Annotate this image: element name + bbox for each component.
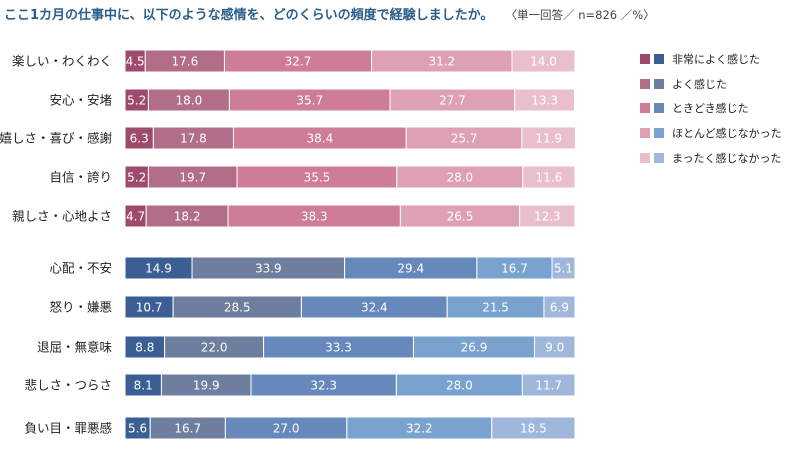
legend-swatch-negative: [654, 128, 664, 139]
data-label: 11.9: [535, 132, 562, 146]
data-label: 22.0: [201, 341, 228, 355]
data-label: 26.9: [461, 341, 488, 355]
legend-label: ほとんど感じなかった: [672, 127, 782, 141]
legend-swatch-negative: [654, 152, 664, 163]
data-label: 16.7: [501, 262, 528, 276]
category-label: 自信・誇り: [49, 170, 112, 185]
data-label: 33.9: [255, 262, 282, 276]
data-label: 8.8: [135, 341, 154, 355]
data-label: 17.6: [171, 55, 198, 69]
data-label: 5.2: [127, 94, 146, 108]
data-label: 31.2: [428, 55, 455, 69]
legend-swatch-negative: [654, 103, 664, 114]
data-label: 14.0: [530, 55, 557, 69]
legend-item: ときどき感じた: [640, 96, 782, 121]
category-label: 嬉しさ・喜び・感謝: [0, 131, 112, 146]
legend-swatch-positive: [640, 103, 650, 114]
bar-segment: [519, 204, 576, 228]
category-label: 悲しさ・つらさ: [24, 378, 112, 393]
data-label: 6.3: [130, 132, 149, 146]
data-label: 21.5: [482, 301, 509, 315]
data-label: 19.7: [179, 171, 206, 185]
data-label: 38.4: [306, 132, 333, 146]
legend-label: まったく感じなかった: [672, 151, 782, 165]
legend-item: まったく感じなかった: [640, 145, 782, 170]
stacked-bar-chart: 楽しい・わくわく 4.5 17.6 32.7 31.2 14.0 安心・安堵 5.2 18.0 3…: [0, 49, 576, 440]
bar-segment: [543, 295, 576, 319]
data-label: 27.0: [273, 422, 300, 436]
legend-label: ときどき感じた: [672, 102, 749, 116]
legend-item: ほとんど感じなかった: [640, 121, 782, 146]
chart-title: ここ1カ月の仕事中に、以下のような感情を、どのくらいの頻度で経験しましたか。: [4, 8, 494, 23]
data-label: 28.5: [224, 301, 251, 315]
data-label: 18.2: [174, 210, 201, 224]
category-label: 心配・不安: [49, 261, 112, 276]
bar-segment: [534, 335, 576, 359]
bar-segment: [514, 88, 576, 112]
data-label: 12.3: [534, 210, 561, 224]
data-label: 5.6: [128, 422, 147, 436]
chart-note: 〈単一回答／ n=826 ／%〉: [505, 8, 655, 22]
legend-swatch-positive: [640, 128, 650, 139]
data-label: 4.7: [126, 210, 145, 224]
data-label: 8.1: [134, 379, 153, 393]
legend-swatch-positive: [640, 152, 650, 163]
data-label: 32.2: [406, 422, 433, 436]
legend-item: よく感じた: [640, 72, 782, 97]
legend-swatch-negative: [654, 78, 664, 89]
data-label: 9.0: [545, 341, 564, 355]
data-label: 29.4: [397, 262, 424, 276]
data-label: 5.2: [127, 171, 146, 185]
data-label: 14.9: [145, 262, 172, 276]
data-label: 26.5: [447, 210, 474, 224]
legend-swatch-positive: [640, 78, 650, 89]
data-label: 6.9: [550, 301, 569, 315]
legend-label: 非常によく感じた: [672, 53, 760, 67]
data-label: 35.5: [304, 171, 331, 185]
data-label: 18.0: [176, 94, 203, 108]
bar-segment: [521, 126, 576, 150]
data-label: 32.7: [285, 55, 312, 69]
bar-segment: [551, 256, 576, 280]
bar-segment: [521, 373, 576, 397]
data-label: 28.0: [446, 171, 473, 185]
data-label: 18.5: [520, 422, 547, 436]
data-label: 5.1: [554, 262, 573, 276]
data-label: 17.8: [180, 132, 207, 146]
legend: 非常によく感じた よく感じたときどき感じたほとんど感じなかった まったく感じなかった: [640, 47, 782, 170]
data-label: 32.3: [310, 379, 337, 393]
data-label: 32.4: [361, 301, 388, 315]
legend-item: 非常によく感じた: [640, 47, 782, 72]
title-row: ここ1カ月の仕事中に、以下のような感情を、どのくらいの頻度で経験しましたか。 〈…: [4, 4, 655, 23]
category-label: 退屈・無意味: [37, 340, 113, 355]
data-label: 19.9: [193, 379, 220, 393]
category-label: 親しさ・心地よさ: [12, 209, 112, 224]
legend-label: よく感じた: [672, 77, 727, 91]
data-label: 11.7: [535, 379, 562, 393]
data-label: 35.7: [296, 94, 323, 108]
bar-segment: [491, 416, 576, 440]
legend-swatch-negative: [654, 54, 664, 65]
data-label: 38.3: [301, 210, 328, 224]
category-label: 怒り・嫌悪: [49, 300, 112, 315]
category-label: 負い目・罪悪感: [24, 421, 112, 436]
legend-swatch-positive: [640, 54, 650, 65]
data-label: 16.7: [174, 422, 201, 436]
category-label: 楽しい・わくわく: [12, 54, 112, 69]
data-label: 4.5: [126, 55, 145, 69]
category-label: 安心・安堵: [49, 93, 112, 108]
data-label: 11.6: [536, 171, 563, 185]
data-label: 33.3: [325, 341, 352, 355]
data-label: 28.0: [446, 379, 473, 393]
bar-segment: [522, 165, 576, 189]
data-label: 27.7: [439, 94, 466, 108]
bar-segment: [511, 49, 576, 73]
data-label: 13.3: [531, 94, 558, 108]
data-label: 25.7: [451, 132, 478, 146]
data-label: 10.7: [136, 301, 163, 315]
